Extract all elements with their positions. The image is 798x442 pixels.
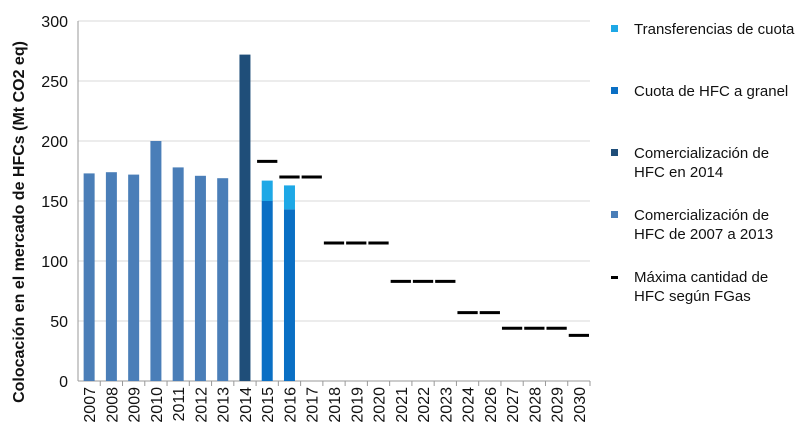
y-tick-label: 50 <box>50 314 68 331</box>
legend-label: Comercialización de HFC en 2014 <box>634 145 770 181</box>
legend-item: Cuota de HFC a granel <box>606 82 796 144</box>
bar <box>172 167 184 381</box>
legend-label: Comercialización de HFC de 2007 a 2013 <box>634 207 774 243</box>
x-tick-label: 2022 <box>416 387 433 423</box>
legend-item: Transferencias de cuota <box>606 20 796 82</box>
bar <box>194 175 206 381</box>
legend: Transferencias de cuota Cuota de HFC a gr… <box>606 20 796 330</box>
x-tick-label: 2028 <box>527 387 544 423</box>
bar <box>150 141 162 381</box>
legend-label: Máxima cantidad de HFC según FGas <box>634 269 769 305</box>
y-tick-label: 0 <box>59 374 68 391</box>
x-tick-label: 2017 <box>305 387 322 423</box>
legend-label: Transferencias de cuota <box>634 21 795 38</box>
legend-swatch <box>611 87 618 94</box>
x-tick-label: 2019 <box>349 387 366 423</box>
y-tick-label: 250 <box>41 74 68 91</box>
bar <box>283 185 295 210</box>
x-tick-label: 2015 <box>260 387 277 423</box>
bar <box>105 172 117 381</box>
x-tick-label: 2018 <box>327 387 344 423</box>
legend-label: Cuota de HFC a granel <box>634 83 789 100</box>
y-tick-label: 300 <box>41 14 68 31</box>
x-tick-label: 2016 <box>282 387 299 423</box>
x-tick-label: 2007 <box>82 387 99 423</box>
bar <box>217 178 229 381</box>
x-tick-label: 2020 <box>372 387 389 423</box>
bar <box>83 173 95 381</box>
x-tick-label: 2010 <box>149 387 166 423</box>
y-tick-label: 150 <box>41 194 68 211</box>
bar <box>128 174 140 381</box>
x-tick-label: 2027 <box>505 387 522 423</box>
legend-swatch <box>611 25 618 32</box>
x-tick-label: 2012 <box>193 387 210 423</box>
bar <box>283 209 295 381</box>
x-tick-label: 2026 <box>483 387 500 423</box>
legend-swatch <box>611 149 618 156</box>
legend-item: Máxima cantidad de HFC según FGas <box>606 268 796 330</box>
x-tick-label: 2013 <box>216 387 233 423</box>
legend-swatch <box>611 276 618 279</box>
x-tick-label: 2024 <box>461 387 478 423</box>
legend-item: Comercialización de HFC de 2007 a 2013 <box>606 206 796 268</box>
x-tick-label: 2029 <box>550 387 567 423</box>
y-tick-label: 200 <box>41 134 68 151</box>
x-tick-label: 2011 <box>171 387 188 422</box>
y-axis-label: Colocación en el mercado de HFCs (Mt CO2… <box>11 41 28 403</box>
x-tick-label: 2009 <box>127 387 144 423</box>
x-tick-label: 2014 <box>238 387 255 423</box>
bar <box>239 54 251 381</box>
legend-item: Comercialización de HFC en 2014 <box>606 144 796 206</box>
x-tick-label: 2023 <box>438 387 455 423</box>
y-tick-label: 100 <box>41 254 68 271</box>
x-tick-label: 2008 <box>104 387 121 423</box>
x-tick-label: 2021 <box>394 387 411 423</box>
bar <box>261 180 273 201</box>
legend-swatch <box>611 211 618 218</box>
bar <box>261 201 273 381</box>
x-tick-label: 2030 <box>572 387 589 423</box>
